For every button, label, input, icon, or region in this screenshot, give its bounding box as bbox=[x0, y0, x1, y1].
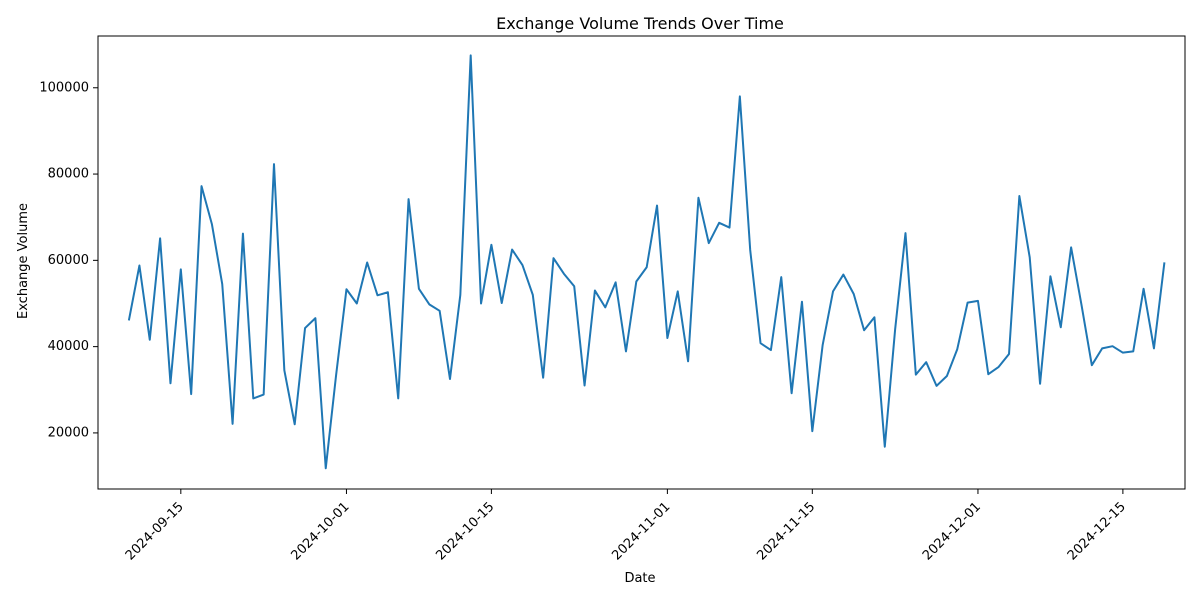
x-tick-label: 2024-12-15 bbox=[1065, 499, 1129, 563]
chart-title: Exchange Volume Trends Over Time bbox=[496, 14, 784, 33]
y-axis-label: Exchange Volume bbox=[16, 203, 31, 319]
x-axis-label: Date bbox=[624, 571, 655, 586]
x-tick-label: 2024-10-15 bbox=[433, 499, 497, 563]
x-axis: 2024-09-15 2024-10-01 2024-10-15 2024-11-01… bbox=[123, 489, 1129, 563]
axes-frame bbox=[97, 35, 1186, 490]
x-tick-label: 2024-11-15 bbox=[754, 499, 818, 563]
x-tick-label: 2024-12-01 bbox=[920, 499, 984, 563]
x-tick-label: 2024-09-15 bbox=[123, 499, 187, 563]
plot-area bbox=[97, 35, 1186, 490]
y-tick-label: 20000 bbox=[48, 425, 89, 440]
y-tick-label: 80000 bbox=[48, 167, 89, 182]
x-tick-label: 2024-11-01 bbox=[609, 499, 673, 563]
x-tick-label: 2024-10-01 bbox=[288, 499, 352, 563]
y-tick-label: 60000 bbox=[48, 253, 89, 268]
y-tick-label: 100000 bbox=[39, 80, 89, 95]
y-tick-label: 40000 bbox=[48, 339, 89, 354]
series-line bbox=[127, 54, 1166, 470]
y-axis: 20000 40000 60000 80000 100000 bbox=[39, 80, 98, 440]
